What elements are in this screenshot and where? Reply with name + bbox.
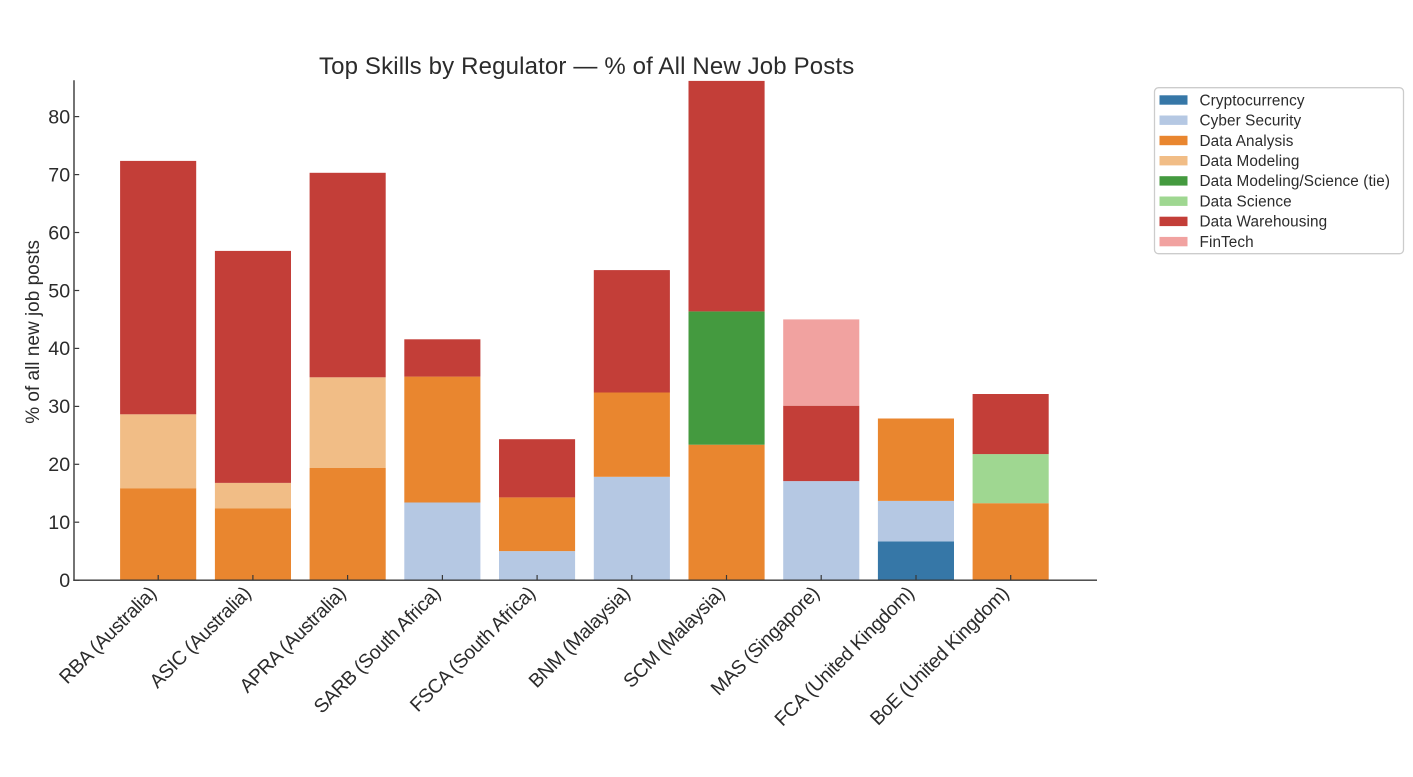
svg-text:60: 60 <box>48 222 70 244</box>
svg-text:20: 20 <box>48 454 70 476</box>
svg-text:0: 0 <box>59 570 70 592</box>
svg-text:Data Analysis: Data Analysis <box>1200 133 1294 150</box>
svg-text:Top Skills by Regulator — % of: Top Skills by Regulator — % of All New J… <box>319 53 854 80</box>
svg-text:40: 40 <box>48 338 70 360</box>
svg-text:Data Science: Data Science <box>1200 194 1292 211</box>
svg-text:Cryptocurrency: Cryptocurrency <box>1200 92 1305 109</box>
svg-text:70: 70 <box>48 164 70 186</box>
svg-text:30: 30 <box>48 396 70 418</box>
svg-text:Data Warehousing: Data Warehousing <box>1200 214 1328 231</box>
svg-text:Data Modeling/Science (tie): Data Modeling/Science (tie) <box>1200 173 1391 190</box>
svg-text:Cyber Security: Cyber Security <box>1200 113 1302 130</box>
svg-text:% of all new job posts: % of all new job posts <box>23 240 44 424</box>
svg-text:Data Modeling: Data Modeling <box>1200 153 1300 170</box>
svg-text:50: 50 <box>48 280 70 302</box>
svg-text:80: 80 <box>48 106 70 128</box>
svg-text:FinTech: FinTech <box>1200 234 1254 251</box>
svg-text:10: 10 <box>48 512 70 534</box>
